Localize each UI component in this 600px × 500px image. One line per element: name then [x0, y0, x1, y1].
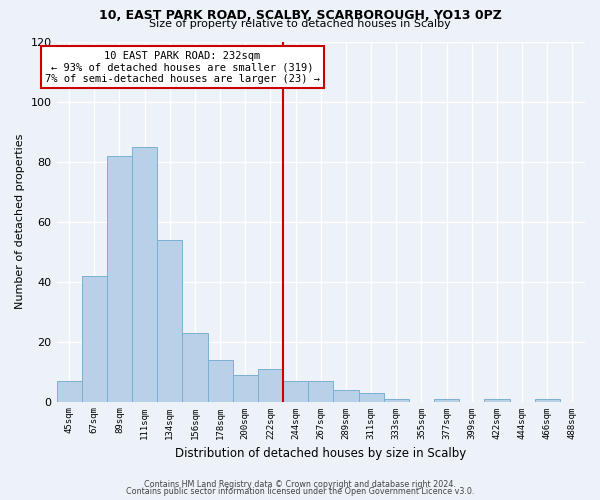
Bar — [535, 398, 560, 402]
Bar — [208, 360, 233, 402]
Bar — [434, 398, 459, 402]
Bar — [182, 332, 208, 402]
Bar — [157, 240, 182, 402]
Bar — [484, 398, 509, 402]
Bar — [56, 380, 82, 402]
Bar — [107, 156, 132, 402]
Text: 10 EAST PARK ROAD: 232sqm
← 93% of detached houses are smaller (319)
7% of semi-: 10 EAST PARK ROAD: 232sqm ← 93% of detac… — [45, 50, 320, 84]
Y-axis label: Number of detached properties: Number of detached properties — [15, 134, 25, 309]
Bar — [359, 392, 383, 402]
Bar — [132, 146, 157, 402]
Bar — [283, 380, 308, 402]
Text: Contains public sector information licensed under the Open Government Licence v3: Contains public sector information licen… — [126, 487, 474, 496]
Bar — [383, 398, 409, 402]
Text: Contains HM Land Registry data © Crown copyright and database right 2024.: Contains HM Land Registry data © Crown c… — [144, 480, 456, 489]
Bar — [233, 374, 258, 402]
X-axis label: Distribution of detached houses by size in Scalby: Distribution of detached houses by size … — [175, 447, 466, 460]
Text: Size of property relative to detached houses in Scalby: Size of property relative to detached ho… — [149, 19, 451, 29]
Bar — [308, 380, 334, 402]
Text: 10, EAST PARK ROAD, SCALBY, SCARBOROUGH, YO13 0PZ: 10, EAST PARK ROAD, SCALBY, SCARBOROUGH,… — [98, 9, 502, 22]
Bar — [334, 390, 359, 402]
Bar — [258, 368, 283, 402]
Bar — [82, 276, 107, 402]
